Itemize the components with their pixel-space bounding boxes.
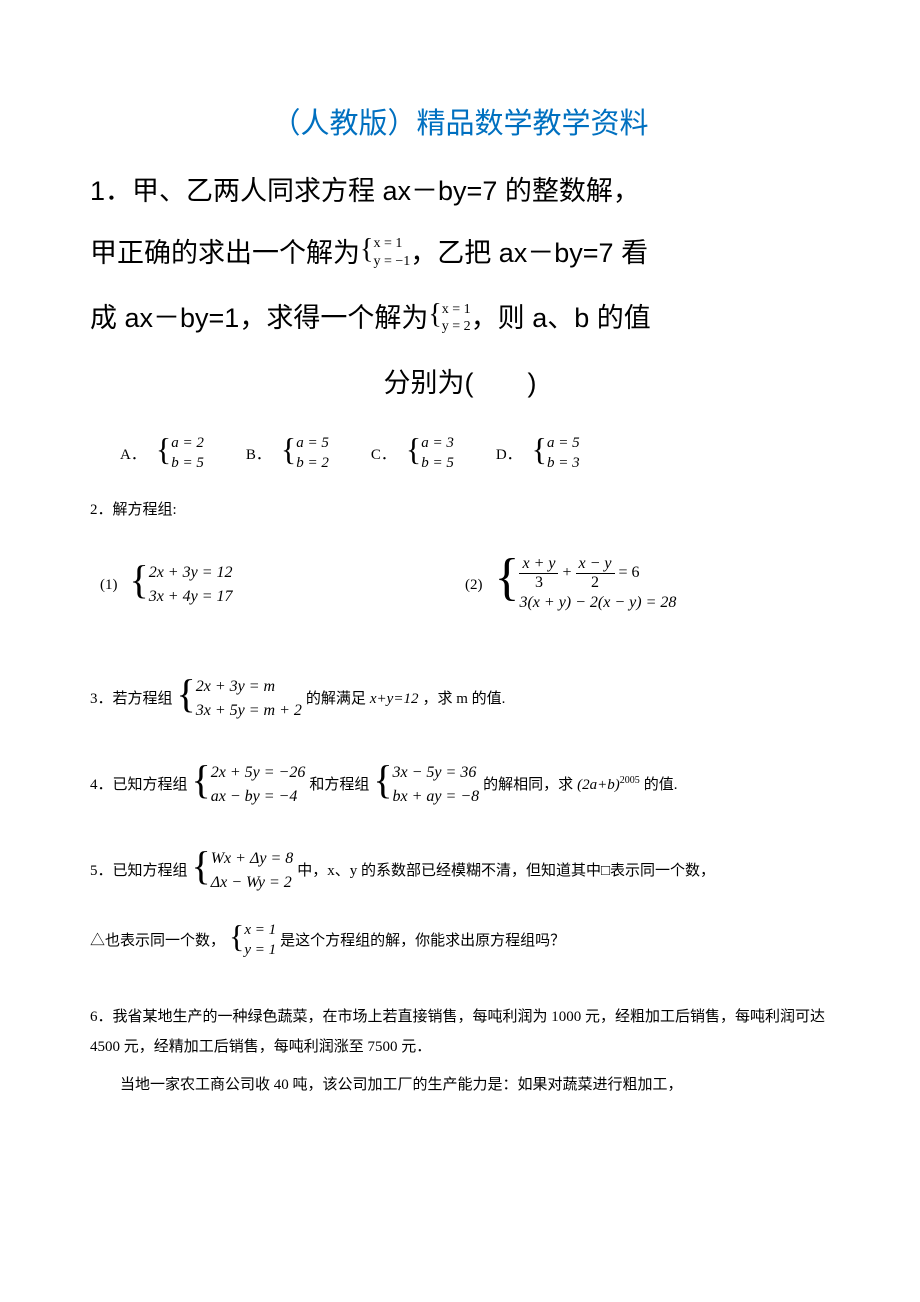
question-4: 4．已知方程组 { 2x + 5y = −26 ax − by = −4 和方程… [90, 753, 830, 817]
choice-a: A． {a = 2b = 5 [120, 434, 204, 473]
q1-line3: 成 ax－by=1，求得一个解为{x = 1y = 2，则 a、b 的值 [90, 287, 830, 352]
choice-b: B． {a = 5b = 2 [246, 434, 329, 473]
question-6: 6．我省某地生产的一种绿色蔬菜，在市场上若直接销售，每吨利润为 1000 元，经… [90, 1002, 830, 1100]
q1-sys1: {x = 1y = −1 [360, 221, 410, 285]
question-1: 1．甲、乙两人同求方程 ax－by=7 的整数解， 甲正确的求出一个解为{x =… [90, 160, 830, 414]
question-2: 2．解方程组: (1) { 2x + 3y = 12 3x + 4y = 17 … [90, 495, 830, 637]
q6-para2: 当地一家农工商公司收 40 吨，该公司加工厂的生产能力是：如果对蔬菜进行粗加工， [90, 1070, 830, 1100]
question-3: 3．若方程组 { 2x + 3y = m 3x + 5y = m + 2 的解满… [90, 667, 830, 731]
q6-para1: 6．我省某地生产的一种绿色蔬菜，在市场上若直接销售，每吨利润为 1000 元，经… [90, 1002, 830, 1062]
q2-stem: 2．解方程组: [90, 495, 830, 525]
doc-title: （人教版）精品数学教学资料 [90, 100, 830, 142]
q1-line4: 分别为( ) [90, 352, 830, 414]
q1-line1: 1．甲、乙两人同求方程 ax－by=7 的整数解， [90, 160, 830, 222]
q2-part1: (1) { 2x + 3y = 12 3x + 4y = 17 [90, 533, 465, 637]
q1-sys2: {x = 1y = 2 [428, 286, 470, 350]
question-5: 5．已知方程组 { Wx + Δy = 8 Δx − Wy = 2 中，x、y … [90, 839, 830, 966]
choice-d: D． {a = 5b = 3 [496, 434, 580, 473]
q2-part2: (2) { x + y3 + x − y2 = 6 3(x + y) − 2(x… [465, 533, 830, 637]
q1-choices: A． {a = 2b = 5 B． {a = 5b = 2 C． {a = 3b… [120, 434, 830, 473]
q1-line2: 甲正确的求出一个解为{x = 1y = −1，乙把 ax－by=7 看 [90, 222, 830, 287]
choice-c: C． {a = 3b = 5 [371, 434, 454, 473]
